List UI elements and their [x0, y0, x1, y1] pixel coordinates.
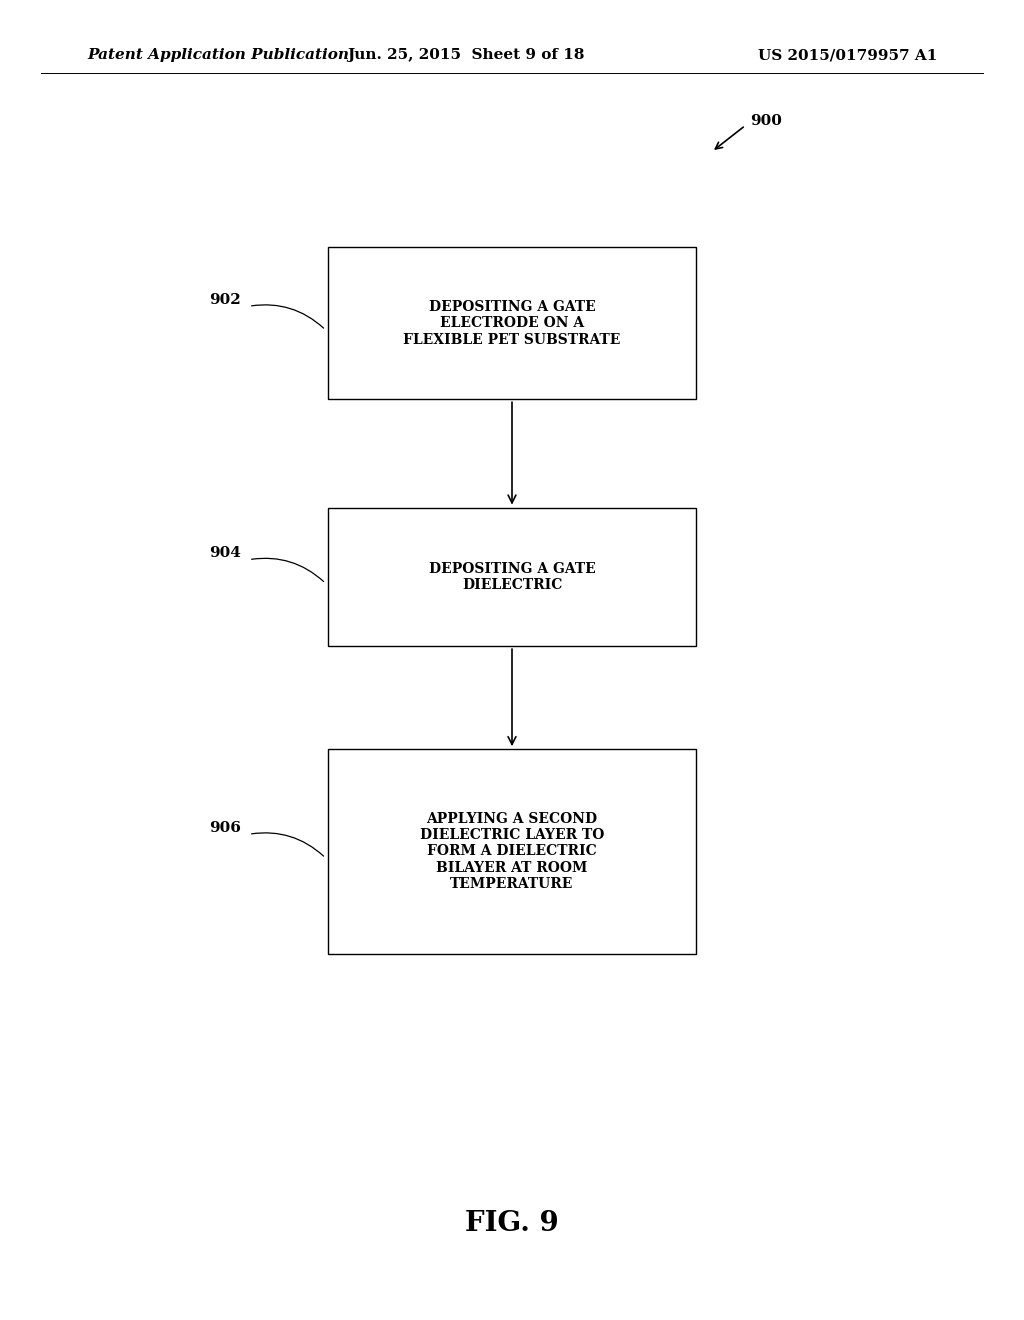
- Text: FIG. 9: FIG. 9: [465, 1210, 559, 1237]
- Text: 900: 900: [751, 115, 782, 128]
- Bar: [328, 508, 696, 647]
- Text: Patent Application Publication: Patent Application Publication: [87, 49, 349, 62]
- Text: Jun. 25, 2015  Sheet 9 of 18: Jun. 25, 2015 Sheet 9 of 18: [347, 49, 585, 62]
- Text: APPLYING A SECOND
DIELECTRIC LAYER TO
FORM A DIELECTRIC
BILAYER AT ROOM
TEMPERAT: APPLYING A SECOND DIELECTRIC LAYER TO FO…: [420, 812, 604, 891]
- Text: DEPOSITING A GATE
ELECTRODE ON A
FLEXIBLE PET SUBSTRATE: DEPOSITING A GATE ELECTRODE ON A FLEXIBL…: [403, 300, 621, 347]
- Text: 902: 902: [209, 293, 241, 306]
- Text: DEPOSITING A GATE
DIELECTRIC: DEPOSITING A GATE DIELECTRIC: [429, 562, 595, 591]
- Text: 904: 904: [209, 546, 241, 560]
- Text: US 2015/0179957 A1: US 2015/0179957 A1: [758, 49, 937, 62]
- Bar: [328, 248, 696, 399]
- Text: 906: 906: [209, 821, 241, 834]
- Bar: [328, 750, 696, 953]
